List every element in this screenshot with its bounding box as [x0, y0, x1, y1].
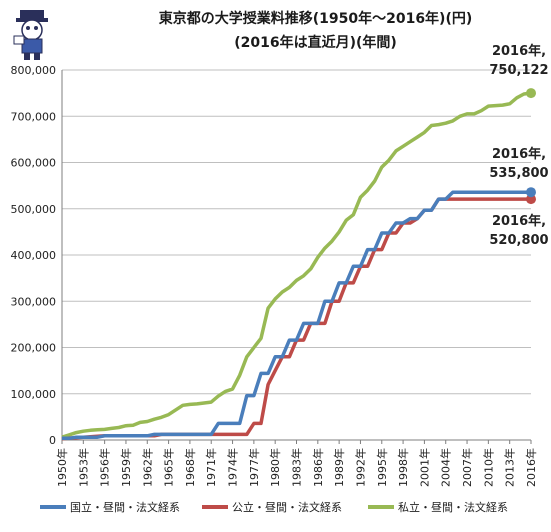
- y-tick-label: 600,000: [11, 157, 57, 170]
- x-tick-label: 1995年: [375, 448, 389, 487]
- y-tick-label: 400,000: [11, 249, 57, 262]
- x-tick-label: 1992年: [353, 448, 367, 487]
- x-tick-label: 1974年: [226, 448, 240, 487]
- chart-title: 東京都の大学授業料推移(1950年～2016年)(円): [158, 11, 473, 27]
- y-tick-label: 500,000: [11, 203, 57, 216]
- annotation-year: 2016年,: [492, 43, 546, 59]
- mascot-logo-graphic: [13, 10, 48, 60]
- annotations: 2016年, 750,122 2016年, 535,800 2016年, 520,800: [489, 43, 548, 248]
- y-tick-label: 800,000: [11, 64, 57, 77]
- x-tick-label: 2013年: [503, 448, 517, 487]
- annotation-value: 750,122: [489, 63, 548, 78]
- gridlines: [62, 69, 531, 441]
- x-tick-label: 1983年: [290, 448, 304, 487]
- y-tick-label: 100,000: [11, 388, 57, 401]
- mascot-logo: [8, 6, 56, 62]
- x-tick-label: 1953年: [76, 448, 90, 487]
- x-tick-label: 1950年: [55, 448, 69, 487]
- x-tick-label: 1968年: [183, 448, 197, 487]
- chart-subtitle: (2016年は直近月)(年間): [234, 35, 397, 51]
- x-tick-label: 1959年: [119, 448, 133, 487]
- annotation-year: 2016年,: [492, 146, 546, 162]
- annotation-value: 535,800: [489, 166, 548, 181]
- series-lines: [61, 88, 536, 441]
- y-tick-label: 0: [49, 434, 56, 447]
- x-tick-label: 2004年: [439, 448, 453, 487]
- y-tick-label: 700,000: [11, 110, 57, 123]
- x-tick-label: 1980年: [268, 448, 282, 487]
- y-tick-label: 200,000: [11, 342, 57, 355]
- x-tick-label: 1986年: [311, 448, 325, 487]
- x-tick-label: 1971年: [204, 448, 218, 487]
- x-tick-label: 1989年: [332, 448, 346, 487]
- annotation-year: 2016年,: [492, 213, 546, 229]
- x-tick-label: 1965年: [162, 448, 176, 487]
- x-tick-label: 1962年: [140, 448, 154, 487]
- series-end-marker: [526, 88, 536, 99]
- series-line: [62, 190, 531, 441]
- x-tick-label: 2016年: [524, 448, 538, 487]
- x-tick-label: 2001年: [417, 448, 431, 487]
- legend-label: 公立・昼間・法文経系: [232, 500, 342, 514]
- x-tick-label: 2010年: [481, 448, 495, 487]
- series-end-marker: [526, 187, 536, 198]
- series-line: [61, 197, 531, 441]
- y-tick-label: 300,000: [11, 295, 57, 308]
- legend: 国立・昼間・法文経系 公立・昼間・法文経系 私立・昼間・法文経系: [40, 500, 508, 514]
- x-tick-label: 1977年: [247, 448, 261, 487]
- series-line: [61, 91, 532, 439]
- x-tick-label: 2007年: [460, 448, 474, 487]
- annotation-value: 520,800: [489, 233, 548, 248]
- legend-label: 国立・昼間・法文経系: [70, 500, 180, 514]
- x-tick-label: 1998年: [396, 448, 410, 487]
- series-end-marker: [526, 194, 536, 205]
- legend-label: 私立・昼間・法文経系: [398, 500, 508, 514]
- x-tick-label: 1956年: [98, 448, 112, 487]
- axes: 0 100,000 200,000 300,000 400,000 500,000 600,…: [11, 64, 539, 487]
